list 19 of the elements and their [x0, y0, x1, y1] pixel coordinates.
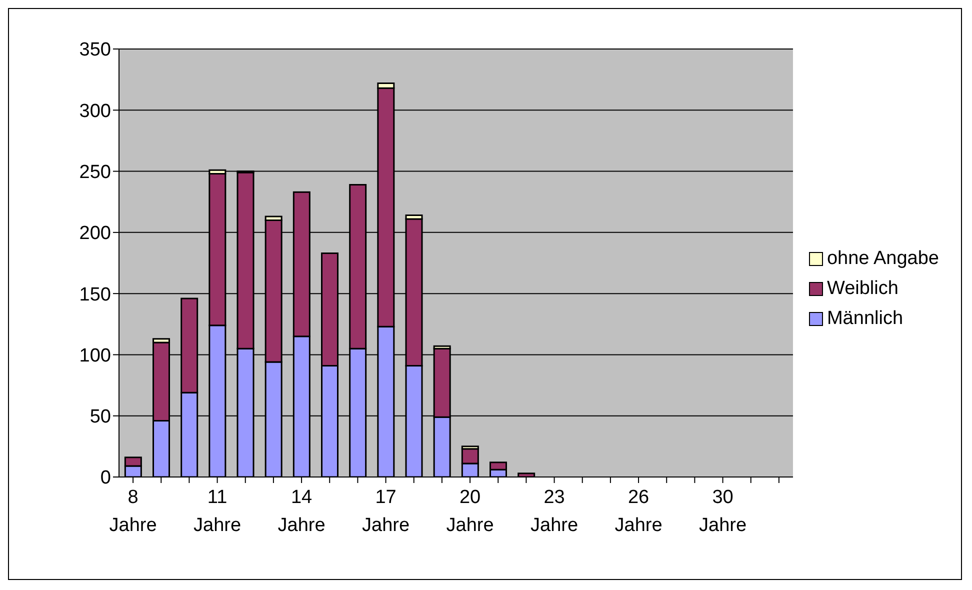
x-tick-label: 30 Jahre: [699, 487, 747, 536]
x-tick-label: 20 Jahre: [446, 487, 494, 536]
x-tick-label: 17 Jahre: [362, 487, 410, 536]
y-tick-label: 350: [79, 40, 111, 61]
x-tick-label: 8 Jahre: [109, 487, 157, 536]
legend-label: ohne Angabe: [826, 248, 939, 270]
y-tick-label: 0: [100, 468, 111, 489]
x-tick-label: 26 Jahre: [614, 487, 662, 536]
legend-label: Männlich: [826, 308, 904, 330]
y-tick-label: 100: [79, 345, 111, 366]
y-tick-label: 50: [90, 406, 111, 428]
x-tick-label: 23 Jahre: [530, 487, 578, 536]
y-tick-label: 150: [79, 284, 111, 306]
y-tick-label: 250: [79, 162, 111, 184]
legend-label: Weiblich: [826, 278, 898, 300]
x-tick-label: 11 Jahre: [194, 487, 242, 536]
y-tick-label: 300: [79, 100, 111, 122]
x-tick-label: 14 Jahre: [278, 487, 326, 536]
y-tick-label: 200: [79, 223, 111, 244]
